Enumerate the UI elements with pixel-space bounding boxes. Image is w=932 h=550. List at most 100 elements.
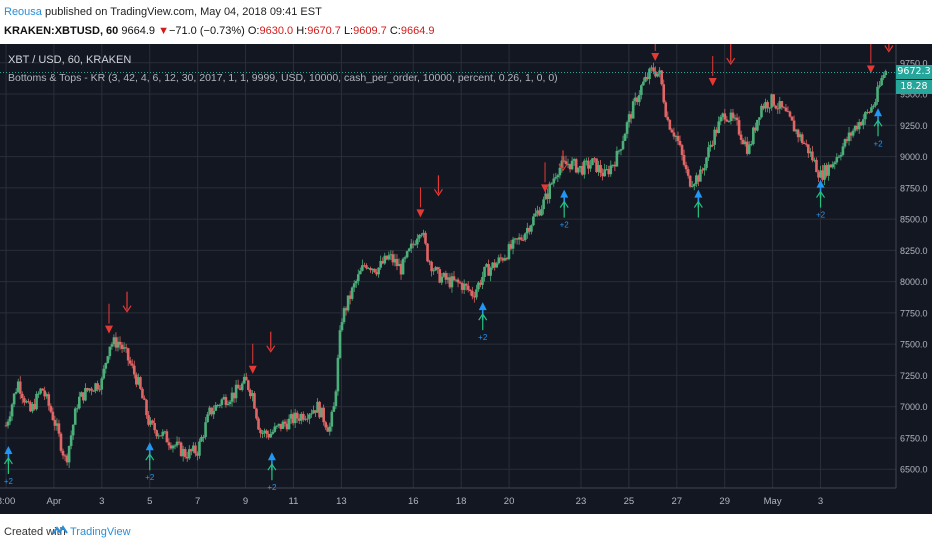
candle-body bbox=[570, 160, 574, 170]
candle-body bbox=[220, 399, 224, 405]
candle-body bbox=[558, 167, 562, 176]
candle-body bbox=[265, 430, 268, 434]
candle-body bbox=[585, 160, 588, 162]
candle-body bbox=[800, 134, 804, 144]
candle-body bbox=[259, 429, 262, 434]
bottom-marker-arrow bbox=[873, 119, 883, 127]
candle-body bbox=[208, 407, 211, 415]
candle-body bbox=[505, 258, 509, 260]
candle-body bbox=[137, 377, 140, 385]
candle-body bbox=[33, 403, 36, 410]
candle-body bbox=[379, 260, 382, 268]
chart-area[interactable]: 6500.0 6750.0 7000.0 7250.0 7500.0 7750.0 8000… bbox=[0, 44, 932, 514]
candle-body bbox=[261, 432, 264, 434]
candle-body bbox=[73, 408, 77, 425]
candle-body bbox=[51, 411, 55, 421]
indicator-legend[interactable]: Bottoms & Tops - KR (3, 42, 4, 6, 12, 30… bbox=[8, 72, 558, 84]
candle-body bbox=[106, 356, 110, 363]
candle-body bbox=[843, 139, 847, 147]
x-tick-label: 25 bbox=[624, 496, 635, 507]
buy-signal-arrow bbox=[694, 189, 703, 198]
candle-body bbox=[287, 418, 291, 430]
candle-body bbox=[782, 107, 786, 109]
candle-body bbox=[686, 169, 690, 176]
buy-signal-arrow bbox=[560, 189, 569, 198]
author-link[interactable]: Reousa bbox=[4, 6, 42, 18]
candle-body bbox=[703, 167, 706, 171]
price-chart[interactable]: 6500.0 6750.0 7000.0 7250.0 7500.0 7750.0 8000… bbox=[0, 44, 932, 514]
candle-body bbox=[312, 410, 315, 414]
candle-body bbox=[866, 111, 869, 113]
candle-body bbox=[580, 165, 584, 175]
candle-body bbox=[361, 265, 364, 271]
candle-body bbox=[420, 234, 423, 236]
candle-body bbox=[279, 423, 283, 429]
chart-legend-symbol: XBT / USD, 60, KRAKEN bbox=[8, 54, 132, 66]
candle-body bbox=[161, 431, 165, 436]
x-tick-label: 13 bbox=[336, 496, 347, 507]
candle-body bbox=[446, 277, 450, 280]
bottom-marker-arrow bbox=[267, 463, 277, 471]
candle-body bbox=[200, 436, 203, 442]
candle-body bbox=[776, 108, 780, 110]
close-label: C: bbox=[389, 25, 401, 37]
candle-body bbox=[625, 122, 629, 134]
candle-body bbox=[637, 95, 641, 103]
tradingview-logo-icon[interactable] bbox=[52, 524, 68, 538]
candle-body bbox=[80, 392, 83, 397]
candle-body bbox=[652, 67, 655, 72]
top-marker-arrow bbox=[558, 164, 568, 172]
candle-body bbox=[676, 135, 680, 141]
candle-body bbox=[283, 421, 287, 424]
candle-body bbox=[369, 268, 372, 271]
candle-body bbox=[90, 388, 93, 391]
candle-body bbox=[591, 158, 594, 166]
candle-body bbox=[367, 268, 370, 270]
candle-body bbox=[648, 68, 651, 80]
sell-signal-arrow bbox=[866, 65, 875, 74]
candle-body bbox=[8, 416, 12, 422]
candle-body bbox=[707, 147, 710, 158]
candle-body bbox=[132, 365, 136, 375]
candle-body bbox=[611, 164, 615, 166]
candle-body bbox=[29, 402, 32, 412]
candle-body bbox=[375, 272, 378, 275]
bottom-marker-arrow bbox=[3, 456, 13, 465]
candle-body bbox=[434, 267, 437, 271]
chart-header: Reousa published on TradingView.com, May… bbox=[0, 0, 932, 44]
candle-body bbox=[291, 414, 295, 424]
x-tick-label: 3 bbox=[99, 496, 104, 507]
candle-body bbox=[605, 169, 609, 171]
tradingview-link[interactable]: TradingView bbox=[70, 526, 131, 538]
candle-body bbox=[218, 404, 222, 406]
candle-body bbox=[326, 427, 330, 432]
candle-body bbox=[393, 259, 397, 263]
candle-body bbox=[346, 295, 350, 311]
candle-body bbox=[122, 347, 126, 349]
x-tick-label: 18 bbox=[456, 496, 467, 507]
candle-body bbox=[413, 244, 417, 246]
candle-body bbox=[304, 418, 307, 420]
candle-body bbox=[456, 279, 460, 283]
candle-body bbox=[589, 165, 592, 169]
candle-body bbox=[104, 362, 108, 369]
buy-signal-label: +2 bbox=[145, 473, 155, 482]
candle-body bbox=[371, 268, 374, 271]
candle-body bbox=[316, 401, 319, 413]
y-tick-label: 6500.0 bbox=[900, 465, 928, 475]
candle-body bbox=[226, 403, 230, 406]
candle-body bbox=[192, 445, 195, 452]
candle-body bbox=[155, 430, 158, 437]
candle-body bbox=[403, 257, 407, 259]
candle-body bbox=[538, 210, 541, 216]
candle-body bbox=[827, 164, 830, 176]
buy-signal-label: +2 bbox=[4, 477, 14, 486]
candle-body bbox=[747, 144, 751, 154]
candle-body bbox=[383, 255, 387, 264]
price-change: −71.0 (−0.73%) bbox=[168, 25, 245, 37]
candle-body bbox=[752, 127, 755, 144]
bottom-marker-arrow bbox=[559, 200, 569, 208]
buy-signal-arrow bbox=[4, 445, 13, 454]
candle-body bbox=[621, 140, 625, 150]
publish-info: Reousa published on TradingView.com, May… bbox=[4, 6, 322, 18]
